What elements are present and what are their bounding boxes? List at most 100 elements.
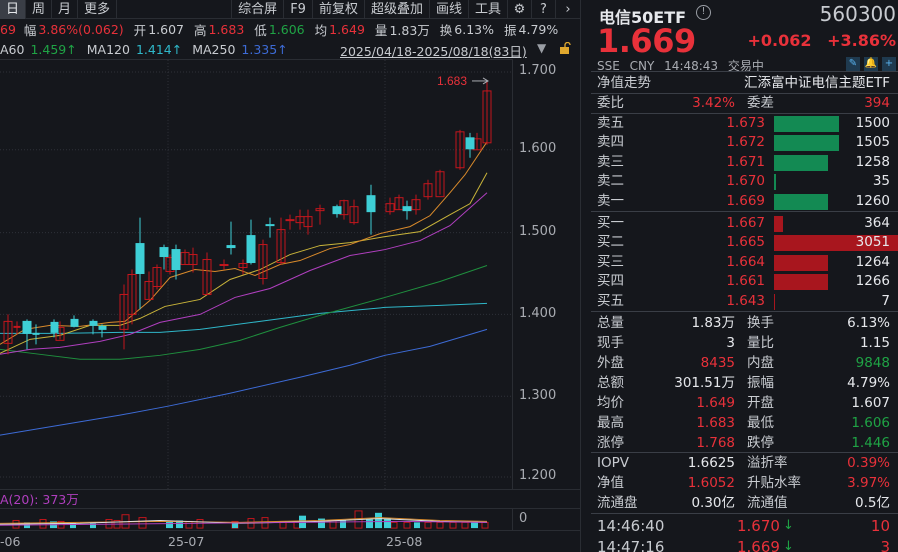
currency: CNY (629, 59, 655, 73)
ask-level-row[interactable]: 卖二 1.670 35 (597, 172, 890, 191)
order-ratio-row: 委比 3.42% 委差 394 (597, 93, 890, 113)
draw-line-button[interactable]: 画线 (430, 0, 469, 19)
stat-label: 流通盘 (597, 495, 638, 511)
level-volume: 35 (872, 173, 890, 190)
bid-level-row[interactable]: 买四 1.661 1266 (597, 272, 890, 291)
tick-time: 14:47:16 (597, 538, 665, 552)
level-volume: 7 (881, 292, 890, 309)
stat-value: 1.6052 (687, 475, 735, 491)
volume-bar (774, 235, 898, 252)
ask-level-row[interactable]: 卖四 1.672 1505 (597, 133, 890, 152)
composite-screen-button[interactable]: 综合屏 (232, 0, 285, 19)
volume-label: 量 (374, 23, 388, 38)
volume-bar (774, 293, 775, 310)
volume-ma-label: A(20): 373万 (0, 489, 580, 508)
alert-bell-icon[interactable]: 🔔 (864, 57, 878, 71)
unlock-icon[interactable] (559, 42, 571, 54)
bid-level-row[interactable]: 买三 1.664 1264 (597, 253, 890, 272)
stat-label: 最低 (747, 415, 774, 431)
stat-value: 9848 (855, 355, 890, 371)
bid-level-row[interactable]: 买一 1.667 364 (597, 214, 890, 233)
stat-value: 1.768 (696, 435, 735, 451)
change-pct-value: 3.86%(0.062) (38, 22, 124, 37)
y-tick: 1.400 (519, 306, 557, 321)
tick-row: 14:46:40 1.670 ↓ 10 (597, 516, 890, 536)
nav-trend-row[interactable]: 净值走势 汇添富中证电信主题ETF (597, 73, 890, 93)
level-volume: 1500 (855, 115, 890, 131)
add-icon[interactable]: + (882, 57, 896, 71)
volume-bar (774, 116, 839, 132)
kline-panel: 日 周 月 更多 综合屏 F9 前复权 超级叠加 画线 工具 ⚙ ? › 69 … (0, 0, 580, 549)
edit-icon[interactable]: ✎ (846, 57, 860, 71)
weibi-value: 3.42% (692, 95, 735, 111)
svg-text:1.683: 1.683 (437, 74, 467, 88)
gear-icon[interactable]: ⚙ (508, 0, 532, 19)
open-value: 1.607 (148, 22, 184, 37)
stat-label: 总额 (597, 375, 624, 391)
ask-level-row[interactable]: 卖一 1.669 1260 (597, 192, 890, 211)
volume-bar (774, 274, 828, 291)
stat-value: 1.6625 (687, 455, 735, 471)
stat-value: 1.446 (851, 435, 890, 451)
stat-value: 1.607 (851, 395, 890, 411)
ask-level-row[interactable]: 卖五 1.673 1500 (597, 114, 890, 133)
bid-level-row[interactable]: 买五 1.643 7 (597, 292, 890, 311)
help-icon[interactable]: ? (532, 0, 556, 19)
tab-week[interactable]: 周 (26, 0, 53, 19)
level-label: 买四 (597, 273, 624, 290)
ma250-label: MA250 (192, 42, 236, 57)
chevron-right-icon[interactable]: › (565, 1, 571, 17)
ask-level-row[interactable]: 卖三 1.671 1258 (597, 153, 890, 172)
stat-value: 3 (726, 335, 735, 351)
level-volume: 1258 (855, 153, 890, 170)
tab-day[interactable]: 日 (0, 0, 27, 19)
tick-time: 14:46:40 (597, 517, 665, 535)
x-tick: 25-08 (386, 534, 423, 549)
turnover-label: 换 (439, 23, 453, 38)
level-price: 1.643 (726, 292, 765, 309)
ma250-value: 1.335↑ (241, 42, 288, 57)
tick-price: 1.670 (737, 517, 780, 535)
volume-bar (774, 174, 776, 191)
down-arrow-icon: ↓ (783, 539, 794, 552)
stat-label: 振幅 (747, 375, 774, 391)
level-price: 1.661 (726, 273, 765, 290)
level-label: 卖一 (597, 192, 624, 209)
last-price: 1.669 (597, 22, 696, 60)
y-tick: 1.300 (519, 388, 557, 403)
volume-bar (774, 135, 839, 152)
stat-label: 净值 (597, 475, 624, 491)
level-price: 1.667 (726, 215, 765, 231)
dropdown-arrow-icon[interactable]: ▼ (537, 41, 547, 55)
bid-level-row[interactable]: 买二 1.665 3051 (597, 233, 898, 252)
stat-value: 1.15 (859, 335, 890, 351)
super-overlay-button[interactable]: 超级叠加 (365, 0, 430, 19)
high-label: 高 (193, 23, 207, 38)
stat-value: 3.97% (847, 475, 890, 491)
avg-value: 1.649 (329, 22, 365, 37)
stat-row: 总量 1.83万 换手 6.13% (597, 313, 890, 333)
date-range-selector[interactable]: 2025/04/18-2025/08/18(83日) (340, 44, 527, 59)
info-icon[interactable]: ! (696, 5, 711, 20)
f9-button[interactable]: F9 (284, 0, 313, 19)
stat-label: 现手 (597, 335, 624, 351)
level-label: 买一 (597, 215, 624, 231)
change-pct-label: 幅 (23, 23, 37, 38)
change-pct: +3.86% (827, 31, 896, 50)
volume-chart[interactable] (0, 508, 512, 530)
level-volume: 1260 (855, 192, 890, 209)
weicha-value: 394 (864, 95, 890, 111)
avg-label: 均 (314, 23, 328, 38)
x-tick: 25-07 (168, 534, 205, 549)
high-value: 1.683 (208, 22, 245, 37)
level-label: 卖四 (597, 134, 624, 151)
tab-month[interactable]: 月 (52, 0, 79, 19)
forward-adjust-button[interactable]: 前复权 (313, 0, 365, 19)
tick-row: 14:47:16 1.669 ↓ 3 (597, 537, 890, 552)
tools-button[interactable]: 工具 (469, 0, 508, 19)
volume-value: 1.83万 (389, 23, 430, 38)
candlestick-chart[interactable]: 1.683 (0, 59, 512, 489)
tab-more[interactable]: 更多 (78, 0, 118, 19)
level-label: 买三 (597, 253, 624, 270)
weicha-label: 委差 (747, 95, 774, 111)
